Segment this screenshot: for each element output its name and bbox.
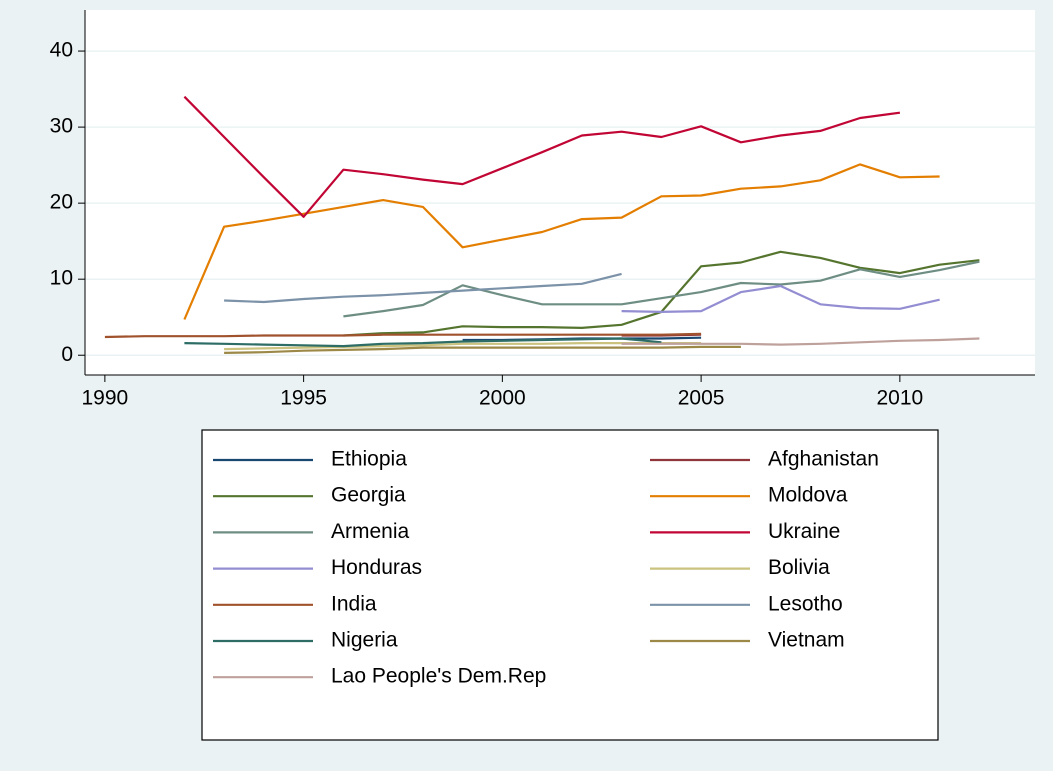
y-tick-label: 40 xyxy=(50,39,73,62)
x-tick-label: 2010 xyxy=(876,387,923,410)
x-tick-label: 2005 xyxy=(678,387,725,410)
legend-label: Lao People's Dem.Rep xyxy=(331,665,546,688)
y-tick-label: 20 xyxy=(50,191,73,214)
legend-label: Honduras xyxy=(331,556,422,579)
series-line xyxy=(621,337,980,346)
series-line xyxy=(621,284,940,313)
legend-label: Ukraine xyxy=(768,520,840,543)
legend-label: Armenia xyxy=(331,520,410,543)
legend-label: Georgia xyxy=(331,484,406,507)
series-line xyxy=(183,95,901,218)
series-line xyxy=(224,272,622,304)
legend-label: Moldova xyxy=(768,484,848,507)
y-tick-label: 30 xyxy=(50,115,73,138)
y-tick-label: 0 xyxy=(61,343,73,366)
legend-label: Afghanistan xyxy=(768,448,879,471)
x-tick-label: 1990 xyxy=(82,387,129,410)
series-line xyxy=(183,163,940,320)
series-line xyxy=(224,345,741,354)
legend-label: Nigeria xyxy=(331,629,398,652)
legend-label: Bolivia xyxy=(768,556,830,579)
x-tick-label: 1995 xyxy=(280,387,327,410)
y-tick-label: 10 xyxy=(50,267,73,290)
legend-box xyxy=(201,429,939,741)
series-line xyxy=(104,332,702,339)
legend-label: India xyxy=(331,592,377,615)
legend-label: Ethiopia xyxy=(331,448,407,471)
x-tick-label: 2000 xyxy=(479,387,526,410)
legend-label: Vietnam xyxy=(768,629,845,652)
legend-label: Lesotho xyxy=(768,592,843,615)
series-line xyxy=(184,337,662,348)
plot-area xyxy=(85,10,1035,375)
